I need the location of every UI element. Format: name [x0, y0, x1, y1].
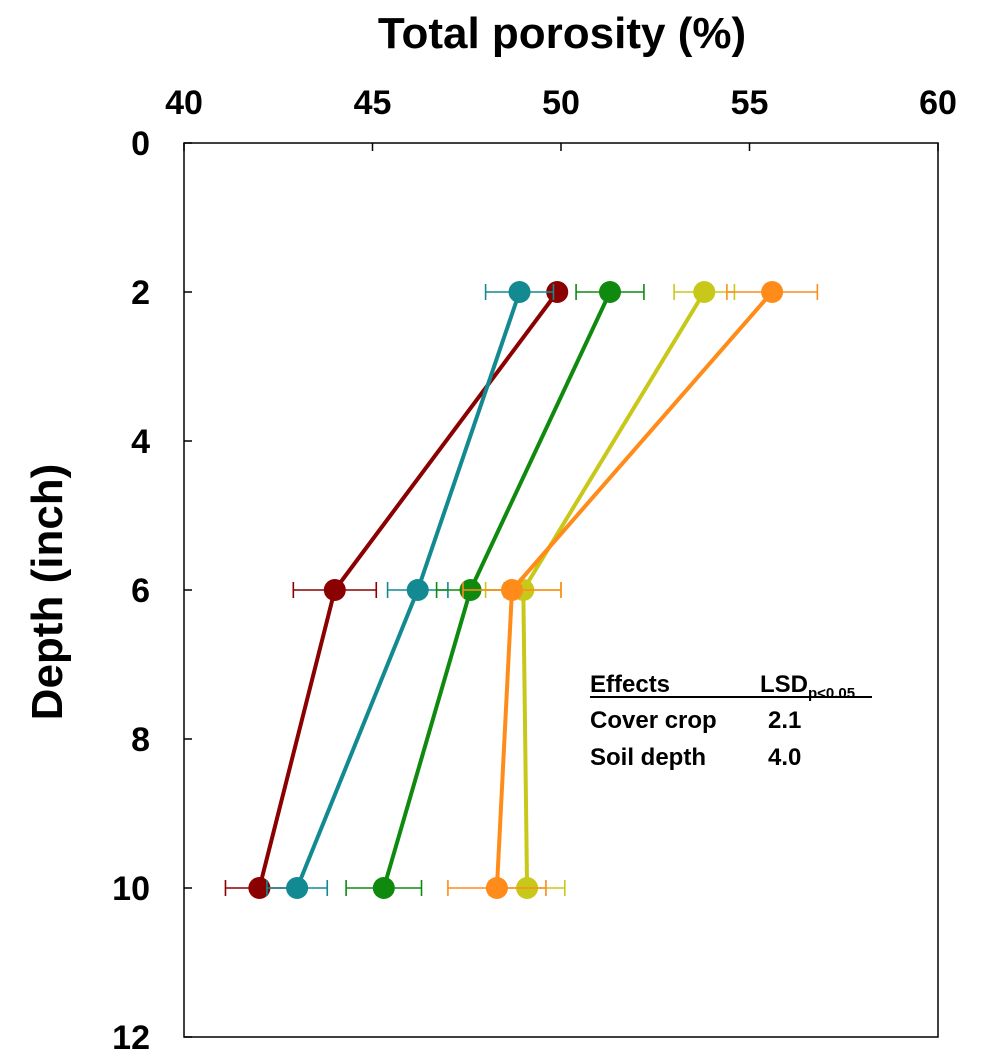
- data-point: [372, 877, 395, 899]
- x-tick-label: 40: [165, 84, 203, 122]
- data-point: [761, 281, 784, 303]
- data-point: [323, 579, 346, 601]
- y-tick-label: 2: [131, 274, 150, 312]
- y-tick-label: 0: [131, 125, 150, 163]
- lsd-row-value: 4.0: [768, 744, 801, 771]
- data-point: [546, 281, 569, 303]
- series-group: [266, 281, 555, 899]
- data-point: [286, 877, 309, 899]
- y-tick-label: 12: [112, 1019, 150, 1057]
- y-tick-label: 10: [112, 870, 150, 908]
- data-point: [599, 281, 622, 303]
- y-tick-label: 6: [131, 572, 150, 610]
- x-axis-ticks: 40 45 50 55 60: [165, 84, 957, 151]
- data-point: [500, 579, 523, 601]
- y-tick-label: 4: [131, 423, 150, 461]
- x-tick-label: 60: [919, 84, 957, 122]
- series-layer: [224, 281, 819, 899]
- lsd-row-label: Cover crop: [590, 707, 717, 734]
- y-tick-label: 8: [131, 721, 150, 759]
- lsd-header-effects: Effects: [590, 671, 670, 698]
- lsd-annotation: Effects LSDp<0.05 Cover crop 2.1 Soil de…: [590, 671, 872, 771]
- lsd-header-label: LSDp<0.05: [760, 671, 855, 702]
- x-tick-label: 50: [542, 84, 580, 122]
- lsd-row-label: Soil depth: [590, 744, 706, 771]
- lsd-row-value: 2.1: [768, 707, 801, 734]
- lsd-header-subscript: p<0.05: [808, 685, 855, 702]
- y-axis-ticks: 0 2 4 6 8 10 12: [112, 125, 192, 1057]
- x-tick-label: 45: [354, 84, 392, 122]
- data-point: [508, 281, 531, 303]
- data-point: [248, 877, 271, 899]
- y-axis-title: Depth (inch): [23, 464, 72, 721]
- data-point: [693, 281, 716, 303]
- x-tick-label: 55: [731, 84, 769, 122]
- lsd-header-main: LSD: [760, 671, 808, 698]
- series-group: [447, 281, 819, 899]
- data-point: [485, 877, 508, 899]
- x-axis-title: Total porosity (%): [378, 9, 746, 58]
- data-point: [406, 579, 429, 601]
